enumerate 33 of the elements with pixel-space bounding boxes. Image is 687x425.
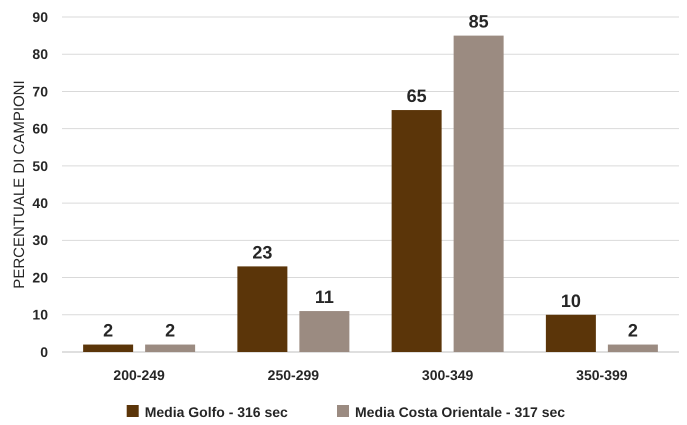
data-label: 2	[103, 320, 114, 341]
x-tick-label: 350-399	[576, 367, 628, 383]
data-label: 23	[252, 242, 272, 262]
legend-label: Media Costa Orientale - 317 sec	[355, 404, 566, 420]
bar	[546, 314, 596, 352]
y-tick-label: 70	[32, 83, 48, 100]
y-tick-label: 10	[32, 306, 48, 323]
y-axis-title: PERCENTUALE DI CAMPIONI	[11, 80, 28, 289]
data-label: 65	[406, 86, 427, 106]
bar	[237, 266, 288, 352]
data-label: 2	[165, 320, 176, 341]
y-tick-label: 50	[32, 158, 48, 174]
legend-label: Media Golfo - 316 sec	[144, 404, 288, 420]
y-tick-label: 60	[32, 120, 48, 137]
bar	[83, 344, 134, 352]
bar	[454, 36, 504, 352]
x-tick-label: 200-249	[113, 367, 166, 383]
x-tick-label: 300-349	[422, 367, 474, 383]
bar	[608, 344, 658, 352]
bar	[392, 110, 442, 352]
bar	[299, 311, 350, 352]
y-tick-label: 0	[40, 344, 48, 360]
y-tick-label: 90	[32, 8, 48, 25]
data-label: 11	[314, 287, 334, 308]
y-tick-label: 40	[32, 195, 48, 212]
y-tick-label: 20	[32, 269, 48, 286]
data-label: 85	[468, 12, 489, 32]
x-tick-label: 250-299	[268, 367, 320, 383]
data-label: 10	[560, 290, 581, 311]
data-label: 2	[628, 320, 638, 341]
bar	[145, 344, 196, 352]
y-tick-label: 80	[32, 46, 48, 62]
y-tick-label: 30	[32, 232, 48, 248]
